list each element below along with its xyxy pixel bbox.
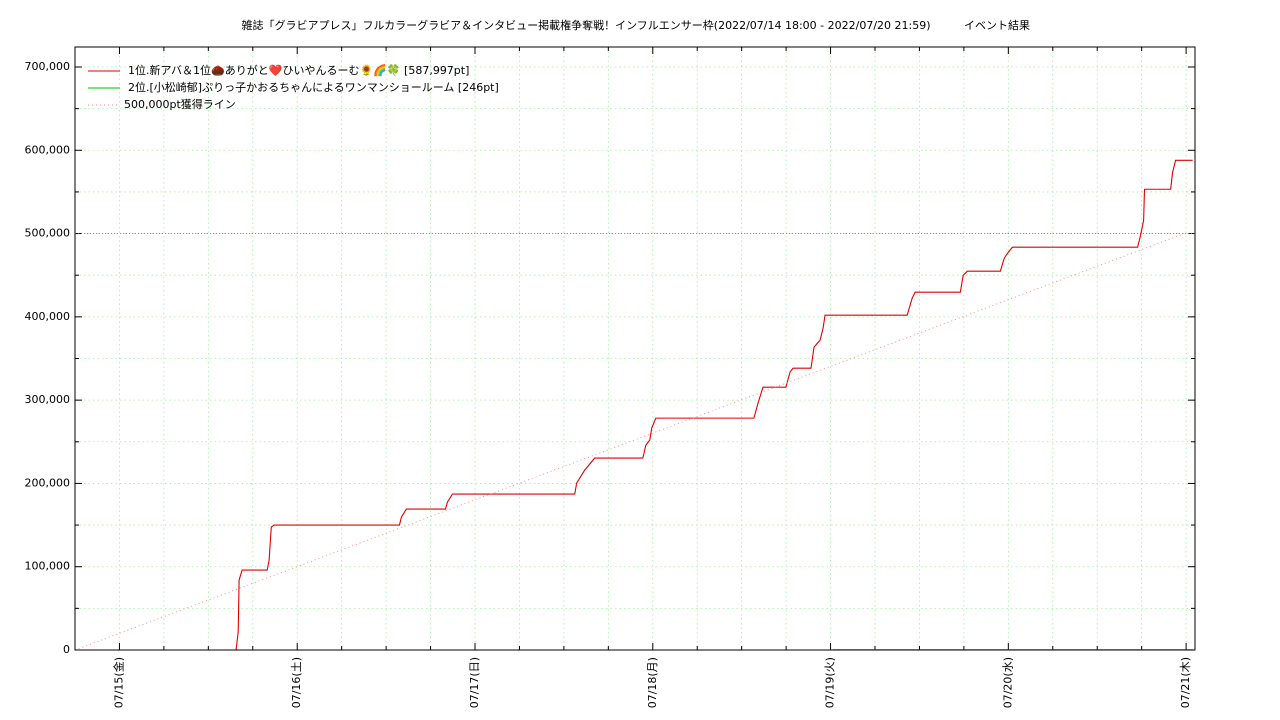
y-tick-label: 400,000 — [25, 310, 71, 323]
x-tick-label: 07/20(水) — [1001, 657, 1014, 708]
chart-title: 雑誌「グラビアプレス」フルカラーグラビア＆インタビュー掲載権争奪戦！インフルエン… — [241, 18, 930, 32]
x-tick-label: 07/18(月) — [646, 657, 659, 708]
legend-label: 500,000pt獲得ライン — [124, 98, 236, 111]
y-tick-label: 500,000 — [25, 227, 71, 240]
y-tick-label: 600,000 — [25, 143, 71, 156]
series-line — [74, 233, 1185, 651]
y-tick-label: 700,000 — [25, 60, 71, 73]
y-tick-label: 200,000 — [25, 476, 71, 489]
plot-frame — [74, 46, 1196, 651]
y-tick-label: 0 — [63, 643, 70, 656]
x-tick-label: 07/21(木) — [1179, 657, 1192, 708]
legend-label: 1位.新アバ＆1位🌰ありがと❤️ひいやんるーむ🌻🌈🍀 [587,997pt] — [128, 63, 469, 77]
x-tick-label: 07/19(火) — [824, 657, 837, 708]
legend-label: 2位.[小松崎郁]ぷりっ子かおるちゃんによるワンマンショールーム [246pt] — [128, 80, 499, 94]
chart-subtitle: イベント結果 — [964, 18, 1030, 32]
x-tick-label: 07/17(日) — [468, 657, 481, 708]
x-tick-label: 07/16(土) — [290, 657, 303, 708]
x-tick-label: 07/15(金) — [111, 657, 125, 708]
series-line — [235, 159, 1193, 651]
y-tick-label: 300,000 — [25, 393, 71, 406]
y-tick-label: 100,000 — [25, 560, 71, 573]
